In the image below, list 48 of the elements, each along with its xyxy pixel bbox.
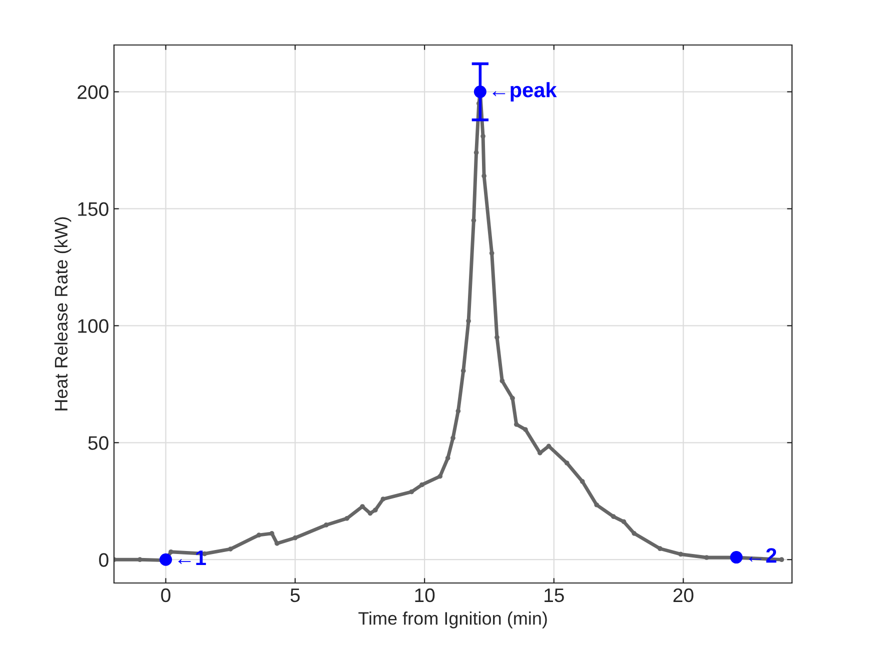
point xyxy=(471,218,476,223)
point xyxy=(324,522,329,528)
point xyxy=(368,510,373,516)
x-tick-label: 15 xyxy=(544,588,564,602)
y-tick-label: 150 xyxy=(78,202,108,216)
annotation: ←peak xyxy=(492,82,557,102)
point xyxy=(594,502,600,508)
y-tick-label: 0 xyxy=(99,553,108,567)
y-tick-label: 200 xyxy=(78,85,108,100)
point xyxy=(438,474,442,479)
point xyxy=(523,427,528,432)
point xyxy=(658,546,662,552)
point xyxy=(632,530,637,536)
point xyxy=(228,546,233,552)
point xyxy=(730,551,743,564)
point xyxy=(420,482,424,488)
annotation: ←1 xyxy=(178,550,206,565)
x-tick-label: 0 xyxy=(161,588,170,602)
point xyxy=(450,436,456,440)
x-tick-label: 5 xyxy=(290,588,300,602)
point xyxy=(168,549,174,554)
point xyxy=(514,422,519,427)
point xyxy=(678,552,684,557)
point xyxy=(580,479,585,484)
point xyxy=(274,541,280,546)
y-axis-title: Heat Release Rate (kW) xyxy=(54,217,72,410)
point xyxy=(372,508,378,512)
point xyxy=(482,174,486,178)
point xyxy=(292,535,298,540)
x-tick-label: 20 xyxy=(673,588,694,602)
point xyxy=(621,519,626,524)
point xyxy=(546,444,552,449)
point xyxy=(564,460,570,466)
point xyxy=(460,368,466,374)
point xyxy=(344,516,350,521)
point xyxy=(380,496,386,502)
point xyxy=(445,456,450,461)
point xyxy=(409,489,414,494)
x-axis-title: Time from Ignition (min) xyxy=(358,612,547,628)
point xyxy=(510,396,515,401)
point xyxy=(466,318,471,324)
point xyxy=(779,557,784,562)
y-tick-label: 50 xyxy=(88,436,108,450)
y-tick-label: 100 xyxy=(78,319,108,333)
point xyxy=(160,553,172,566)
x-tick-label: 10 xyxy=(415,588,435,602)
point xyxy=(256,532,262,538)
point xyxy=(611,514,616,519)
